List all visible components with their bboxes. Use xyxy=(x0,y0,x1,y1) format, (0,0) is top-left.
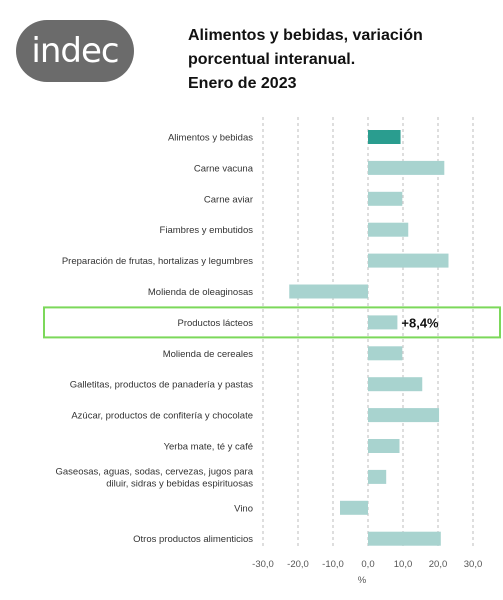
x-tick-label: 30,0 xyxy=(464,559,483,570)
bar xyxy=(368,222,409,237)
bar xyxy=(368,160,445,175)
x-tick-label: 0,0 xyxy=(361,559,374,570)
title-line-3: Enero de 2023 xyxy=(188,75,297,92)
x-tick-label: 10,0 xyxy=(394,559,413,570)
category-label: Otros productos alimenticios xyxy=(133,534,253,545)
x-axis-unit: % xyxy=(358,575,367,586)
logo-text: indec xyxy=(31,31,119,71)
highlight-box xyxy=(43,306,501,339)
x-tick-label: -10,0 xyxy=(322,559,344,570)
x-tick-label: -20,0 xyxy=(287,559,309,570)
bar xyxy=(368,346,403,361)
bar xyxy=(289,284,368,299)
category-label: Molienda de oleaginosas xyxy=(148,287,253,298)
indec-logo: indec xyxy=(16,20,134,82)
category-label: Vino xyxy=(234,503,253,514)
category-label: Gaseosas, aguas, sodas, cervezas, jugos … xyxy=(55,466,253,489)
bar xyxy=(368,191,403,206)
category-label: Galletitas, productos de panadería y pas… xyxy=(70,380,254,391)
bar xyxy=(368,130,401,144)
category-label: Yerba mate, té y café xyxy=(164,442,253,453)
category-label: Carne vacuna xyxy=(194,163,254,174)
x-tick-label: -30,0 xyxy=(252,559,274,570)
category-label: Molienda de cereales xyxy=(163,349,254,360)
value-annotation: +8,4% xyxy=(401,315,439,330)
x-tick-label: 20,0 xyxy=(429,559,448,570)
category-label: Productos lácteos xyxy=(177,318,253,329)
bar xyxy=(368,408,440,423)
bar xyxy=(368,439,400,453)
title-line-2: porcentual interanual. xyxy=(188,51,356,68)
category-label: Fiambres y embutidos xyxy=(160,225,254,236)
category-label: Azúcar, productos de confitería y chocol… xyxy=(71,411,253,422)
bar xyxy=(340,500,368,515)
bar xyxy=(368,377,423,392)
title-line-1: Alimentos y bebidas, variación xyxy=(188,27,423,44)
category-label: Alimentos y bebidas xyxy=(168,133,253,144)
bar xyxy=(368,469,387,484)
category-label: Carne aviar xyxy=(204,194,253,205)
bar xyxy=(368,531,441,546)
chart-title: Alimentos y bebidas, variación porcentua… xyxy=(188,24,488,96)
bar xyxy=(368,253,449,268)
bar xyxy=(368,315,398,330)
category-label: Preparación de frutas, hortalizas y legu… xyxy=(62,256,253,267)
